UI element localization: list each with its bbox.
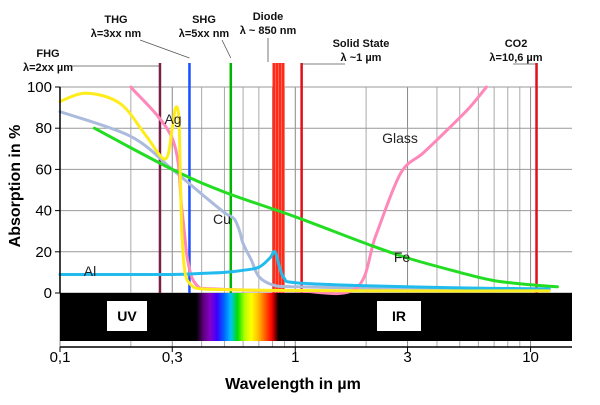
laser-wavelength-diode: λ ~ 850 nm <box>240 25 297 37</box>
annotation-leader <box>221 39 232 59</box>
laser-lines <box>158 63 538 293</box>
y-tick-label: 0 <box>44 285 52 302</box>
x-tick-label: 10 <box>522 349 539 366</box>
laser-label-diode: Diode <box>253 11 284 23</box>
laser-wavelength-shg: λ=5xx nm <box>179 28 230 40</box>
ir-label: IR <box>392 308 406 324</box>
y-tick-label: 80 <box>35 120 52 137</box>
spectrum-bar: UV IR <box>60 293 572 341</box>
x-tick-label: 0,1 <box>50 349 71 366</box>
series-label-fe: Fe <box>394 249 411 265</box>
series-label-glass: Glass <box>382 130 418 146</box>
laser-label-shg: SHG <box>192 14 216 26</box>
x-tick-label: 3 <box>403 349 411 366</box>
uv-label: UV <box>117 308 137 324</box>
series-label-ag: Ag <box>164 111 181 127</box>
axes: 0 20 40 60 80 100 0,1 0,3 1 3 10 <box>27 79 572 366</box>
y-tick-label: 100 <box>27 79 52 96</box>
annotation-leader <box>139 39 190 59</box>
labels: FHG λ=2xx µm THG λ=3xx nm SHG λ=5xx nm Diode λ … <box>23 11 543 279</box>
y-tick-label: 40 <box>35 203 52 220</box>
laser-label-solid-state: Solid State <box>333 38 390 50</box>
laser-wavelength-co2: λ=10,6 µm <box>489 52 542 64</box>
laser-wavelength-fhg: λ=2xx µm <box>23 62 73 74</box>
y-axis-label: Absorption in % <box>7 125 24 248</box>
laser-label-thg: THG <box>104 14 127 26</box>
series-curves <box>58 85 559 296</box>
x-tick-label: 1 <box>291 349 299 366</box>
laser-wavelength-solid-state: λ ~1 µm <box>341 52 382 64</box>
laser-wavelength-thg: λ=3xx nm <box>91 28 142 40</box>
laser-label-co2: CO2 <box>505 38 528 50</box>
series-al <box>58 249 551 291</box>
series-cu <box>58 110 551 292</box>
series-ag <box>58 91 551 293</box>
series-label-al: Al <box>84 263 96 279</box>
x-axis-label: Wavelength in µm <box>225 376 361 393</box>
laser-label-fhg: FHG <box>36 48 59 60</box>
series-fe <box>92 126 559 289</box>
y-tick-label: 60 <box>35 161 52 178</box>
spectrum-visible-band <box>196 293 279 341</box>
series-label-cu: Cu <box>213 211 231 227</box>
x-tick-label: 0,3 <box>162 349 183 366</box>
uv-box <box>107 301 147 331</box>
ir-box <box>377 301 421 331</box>
y-tick-label: 20 <box>35 244 52 261</box>
